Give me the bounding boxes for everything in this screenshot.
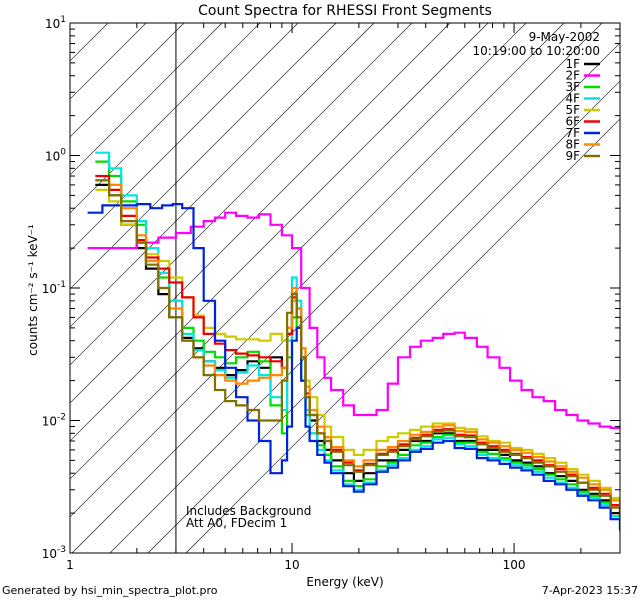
y-tick-label: 10-1 [42, 280, 66, 296]
x-tick-labels: 1 10 100 [66, 558, 525, 572]
series-line-9f [95, 179, 620, 518]
series-line-3f [95, 160, 620, 524]
x-tick-label: 10 [284, 558, 299, 572]
series-lines [87, 151, 620, 531]
legend-label-5f: 5F [565, 103, 580, 117]
legend-label-8f: 8F [565, 138, 580, 152]
legend-label-9f: 9F [565, 149, 580, 163]
x-tick-label: 100 [503, 558, 526, 572]
chart-title: Count Spectra for RHESSI Front Segments [198, 3, 492, 19]
footer-timestamp: 7-Apr-2023 15:37 [542, 584, 638, 597]
series-line-5f [95, 188, 620, 509]
y-tick-labels: 10-3 10-2 10-1 100 101 [42, 15, 67, 561]
legend-label-3f: 3F [565, 80, 580, 94]
annotation-attenuator: Att A0, FDecim 1 [186, 516, 287, 530]
info-date: 9-May-2002 [529, 30, 600, 44]
series-line-6f [95, 174, 620, 518]
series-line-8f [95, 179, 620, 512]
series-line-7f [87, 203, 620, 531]
annotation-background: Includes Background [186, 504, 311, 518]
y-tick-label: 100 [45, 148, 66, 164]
legend-label-7f: 7F [565, 126, 580, 140]
legend-label-4f: 4F [565, 92, 580, 106]
legend-label-6f: 6F [565, 115, 580, 129]
annotation-block: Includes Background Att A0, FDecim 1 [186, 504, 311, 530]
info-time-range: 10:19:00 to 10:20:00 [473, 44, 600, 58]
legend-label-2f: 2F [565, 69, 580, 83]
x-axis-label: Energy (keV) [306, 575, 383, 589]
info-block: 9-May-2002 10:19:00 to 10:20:00 [473, 30, 600, 58]
y-tick-label: 101 [45, 15, 66, 31]
y-tick-label: 10-3 [42, 545, 66, 561]
axis-ticks [69, 22, 621, 554]
y-axis-label: counts cm⁻² s⁻¹ keV⁻¹ [26, 224, 40, 356]
y-tick-label: 10-2 [42, 413, 66, 429]
legend-label-1f: 1F [565, 57, 580, 71]
series-line-2f [87, 211, 620, 429]
footer-generated-by: Generated by hsi_min_spectra_plot.pro [2, 584, 218, 597]
hatched-region [70, 23, 620, 553]
x-tick-label: 1 [66, 558, 74, 572]
